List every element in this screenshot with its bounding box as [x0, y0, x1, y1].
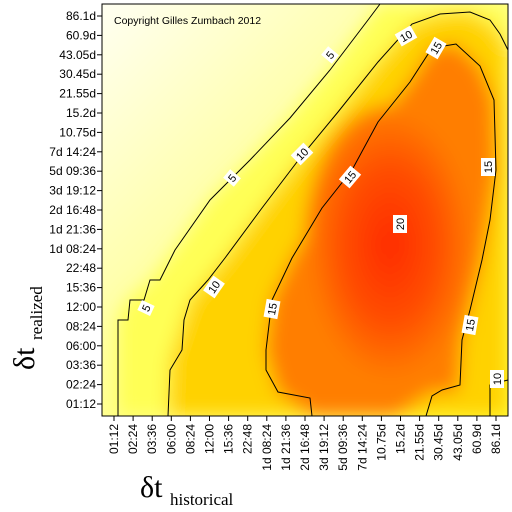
- contour-label-text: 15: [464, 318, 478, 332]
- y-tick-label: 02:24: [66, 378, 96, 392]
- fill-level-20: [304, 105, 476, 385]
- contour-label-box: [461, 314, 479, 336]
- contour-label-box: [481, 158, 495, 176]
- x-tick-label: 2d 16:48: [298, 424, 312, 471]
- x-tick-label: 43.05d: [451, 424, 465, 461]
- y-tick-label: 10.75d: [59, 125, 96, 139]
- x-tick-label: 3d 19:12: [317, 424, 331, 471]
- contour-label-15: 15: [481, 158, 495, 176]
- x-tick-label: 22:48: [241, 424, 255, 454]
- x-tick-label: 86.1d: [489, 424, 503, 454]
- contour-label-box: [338, 165, 362, 189]
- y-axis-label: δt realized: [8, 286, 46, 370]
- contour-label-5: 5: [137, 300, 155, 316]
- x-axis-label: δt historical: [140, 471, 234, 509]
- x-tick-label: 1d 08:24: [260, 424, 274, 471]
- contour-label-text: 10: [492, 373, 504, 385]
- contour-label-15: 15: [425, 36, 447, 60]
- copyright-annotation: Copyright Gilles Zumbach 2012: [114, 15, 261, 27]
- y-tick-label: 1d 08:24: [49, 242, 96, 256]
- y-tick-label: 2d 16:48: [49, 203, 96, 217]
- x-tick-label: 08:24: [183, 424, 197, 454]
- contour-label-box: [137, 300, 155, 316]
- y-axis-ticks: 01:12 02:24 03:36 06:00 08:24 12:00 15:36 22:48…: [49, 9, 102, 411]
- contour-label-text: 10: [206, 279, 223, 296]
- contour-label-box: [203, 275, 225, 299]
- y-tick-label: 15.2d: [66, 106, 96, 120]
- x-axis-ticks: 01:12 02:24 03:36 06:00 08:24 12:00 15:36 22:48…: [107, 416, 503, 471]
- x-tick-label: 06:00: [164, 424, 178, 454]
- x-tick-label: 60.9d: [470, 424, 484, 454]
- contour-label-15: 15: [461, 314, 479, 336]
- y-tick-label: 06:00: [66, 339, 96, 353]
- contour-label-box: [394, 25, 418, 47]
- contour-label-10: 10: [490, 370, 504, 388]
- y-tick-label: 21.55d: [59, 87, 96, 101]
- contour-label-box: [290, 142, 314, 166]
- x-tick-label: 15:36: [222, 424, 236, 454]
- y-tick-label: 22:48: [66, 261, 96, 275]
- x-tick-label: 01:12: [107, 424, 121, 454]
- x-tick-label: 15.2d: [394, 424, 408, 454]
- x-tick-label: 7d 14:24: [355, 424, 369, 471]
- y-tick-label: 43.05d: [59, 48, 96, 62]
- contour-label-10: 10: [203, 275, 225, 299]
- heatmap-fill: [118, 4, 508, 416]
- x-tick-label: 02:24: [126, 424, 140, 454]
- contour-label-20: 20: [393, 215, 407, 233]
- y-tick-label: 3d 19:12: [49, 184, 96, 198]
- contour-line-5: [117, 3, 381, 416]
- y-tick-label: 86.1d: [66, 9, 96, 23]
- x-axis-symbol: δt: [140, 471, 163, 504]
- contour-label-box: [223, 169, 241, 187]
- y-tick-label: 1d 21:36: [49, 222, 96, 236]
- contour-label-5: 5: [223, 169, 241, 187]
- contour-label-text: 10: [398, 29, 415, 46]
- contour-label-10: 10: [394, 25, 418, 47]
- contour-label-5: 5: [321, 46, 339, 64]
- plot-area: [102, 4, 508, 416]
- contour-label-15: 15: [263, 298, 281, 320]
- contour-label-box: [321, 46, 339, 64]
- y-tick-label: 15:36: [66, 281, 96, 295]
- contour-label-box: [263, 298, 281, 320]
- contour-label-text: 15: [429, 40, 446, 57]
- x-axis-subscript: historical: [170, 490, 234, 509]
- x-tick-label: 5d 09:36: [336, 424, 350, 471]
- x-tick-label: 03:36: [145, 424, 159, 454]
- x-tick-label: 1d 21:36: [279, 424, 293, 471]
- x-tick-label: 12:00: [203, 424, 217, 454]
- y-tick-label: 08:24: [66, 319, 96, 333]
- y-tick-label: 5d 09:36: [49, 164, 96, 178]
- contour-label-box: [393, 215, 407, 233]
- y-tick-label: 01:12: [66, 397, 96, 411]
- y-tick-label: 60.9d: [66, 28, 96, 42]
- y-tick-label: 30.45d: [59, 67, 96, 81]
- contour-label-text: 5: [140, 303, 153, 314]
- y-tick-label: 7d 14:24: [49, 145, 96, 159]
- contour-label-box: [425, 36, 447, 60]
- y-axis-symbol: δt: [8, 347, 41, 370]
- x-tick-label: 30.45d: [432, 424, 446, 461]
- contour-label-box: [490, 370, 504, 388]
- contour-label-text: 15: [483, 161, 495, 173]
- y-axis-subscript: realized: [27, 286, 46, 340]
- x-tick-label: 10.75d: [374, 424, 388, 461]
- contour-label-text: 20: [395, 218, 407, 230]
- y-tick-label: 03:36: [66, 358, 96, 372]
- x-tick-label: 21.55d: [413, 424, 427, 461]
- contour-label-text: 15: [266, 302, 280, 316]
- y-tick-label: 12:00: [66, 300, 96, 314]
